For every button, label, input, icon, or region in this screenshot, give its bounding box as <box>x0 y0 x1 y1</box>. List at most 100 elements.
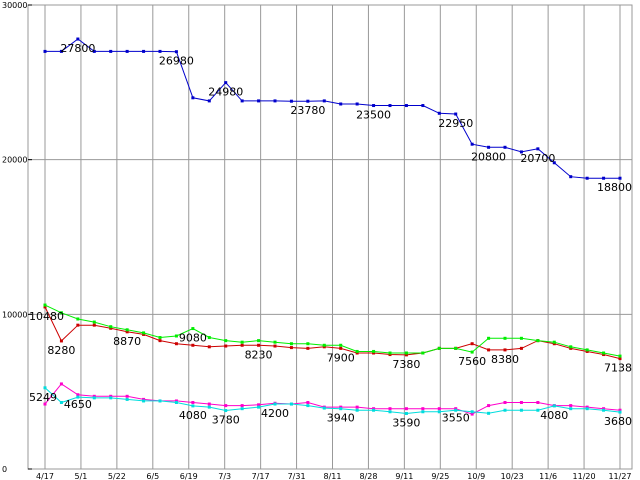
data-point <box>207 345 211 349</box>
data-point <box>437 407 441 411</box>
data-point <box>503 145 507 149</box>
data-point <box>585 348 589 352</box>
x-tick-label: 11/6 <box>539 472 557 480</box>
data-point <box>207 336 211 340</box>
data-point <box>306 404 310 408</box>
data-point <box>519 408 523 412</box>
data-point <box>43 402 47 406</box>
data-point <box>207 405 211 409</box>
data-label: 4080 <box>179 409 207 422</box>
data-label: 22950 <box>438 117 473 130</box>
data-point <box>339 405 343 409</box>
data-point <box>404 353 408 357</box>
data-label: 23780 <box>290 104 325 117</box>
data-point <box>503 400 507 404</box>
data-point <box>76 395 80 399</box>
data-point <box>289 99 293 103</box>
data-point <box>421 410 425 414</box>
data-point <box>454 407 458 411</box>
data-point <box>322 343 326 347</box>
data-point <box>109 49 113 53</box>
data-point <box>207 99 211 103</box>
data-point <box>273 344 277 348</box>
x-tick-label: 7/31 <box>288 472 306 480</box>
data-point <box>109 325 113 329</box>
data-label: 18800 <box>597 181 632 194</box>
data-point <box>618 176 622 180</box>
data-label: 27800 <box>60 42 95 55</box>
data-point <box>43 305 47 309</box>
data-point <box>552 340 556 344</box>
data-point <box>388 407 392 411</box>
data-point <box>470 142 474 146</box>
data-label: 4200 <box>261 407 289 420</box>
series-line <box>44 306 621 360</box>
data-point <box>142 49 146 53</box>
data-point <box>388 351 392 355</box>
data-point <box>125 328 129 332</box>
data-point <box>503 348 507 352</box>
data-point <box>76 37 80 41</box>
data-point <box>322 345 326 349</box>
data-point <box>257 343 261 347</box>
data-point <box>618 354 622 358</box>
data-point <box>76 317 80 321</box>
data-point <box>536 400 540 404</box>
data-point <box>224 81 228 85</box>
data-point <box>569 404 573 408</box>
data-point <box>207 402 211 406</box>
data-label: 4080 <box>540 409 568 422</box>
data-label: 24980 <box>208 86 243 99</box>
data-point <box>224 339 228 343</box>
data-point <box>602 408 606 412</box>
data-point <box>257 339 261 343</box>
data-point <box>421 407 425 411</box>
data-point <box>240 99 244 103</box>
data-point <box>257 403 261 407</box>
data-point <box>59 400 63 404</box>
data-point <box>174 334 178 338</box>
data-label: 20700 <box>520 152 555 165</box>
data-point <box>289 342 293 346</box>
data-point <box>602 353 606 357</box>
data-point <box>92 320 96 324</box>
data-point <box>125 49 129 53</box>
data-point <box>191 96 195 100</box>
data-point <box>142 397 146 401</box>
data-labels: 27800 26980 24980 23780 23500 22950 20800 20700… <box>29 42 632 429</box>
data-point <box>404 407 408 411</box>
data-point <box>487 145 491 149</box>
data-point <box>569 175 573 179</box>
data-label: 3780 <box>212 414 240 427</box>
data-label: 8280 <box>47 344 75 357</box>
data-point <box>618 410 622 414</box>
data-point <box>158 49 162 53</box>
x-tick-label: 10/9 <box>467 472 485 480</box>
data-point <box>306 400 310 404</box>
data-point <box>618 357 622 361</box>
data-label: 23500 <box>356 109 391 122</box>
x-tick-label: 9/11 <box>395 472 413 480</box>
x-tick-label: 9/25 <box>431 472 449 480</box>
data-point <box>536 339 540 343</box>
data-point <box>92 323 96 327</box>
data-point <box>240 340 244 344</box>
data-point <box>585 176 589 180</box>
data-point <box>437 346 441 350</box>
data-point <box>355 102 359 106</box>
data-point <box>536 408 540 412</box>
data-point <box>191 400 195 404</box>
data-point <box>552 161 556 165</box>
data-label: 5249 <box>29 391 57 404</box>
data-point <box>454 346 458 350</box>
data-point <box>372 408 376 412</box>
x-tick-label: 4/17 <box>36 472 54 480</box>
data-point <box>43 49 47 53</box>
data-point <box>536 147 540 151</box>
data-point <box>487 348 491 352</box>
data-point <box>257 99 261 103</box>
data-point <box>388 410 392 414</box>
data-point <box>602 407 606 411</box>
data-point <box>503 408 507 412</box>
